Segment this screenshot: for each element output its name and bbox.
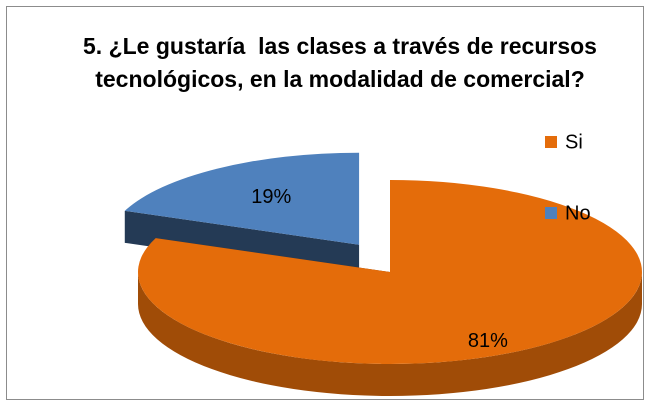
data-label: 19%	[251, 186, 291, 208]
legend-label: No	[565, 202, 591, 224]
legend-label: Si	[565, 131, 583, 153]
legend-swatch	[545, 136, 557, 148]
slice	[124, 152, 360, 245]
chart-frame	[6, 6, 644, 400]
slice	[137, 180, 642, 365]
legend-swatch	[545, 207, 557, 219]
chart-title: 5. ¿Le gustaría las clases a través de r…	[83, 33, 604, 92]
data-label: 81%	[468, 330, 508, 352]
slice-wall	[138, 272, 642, 396]
